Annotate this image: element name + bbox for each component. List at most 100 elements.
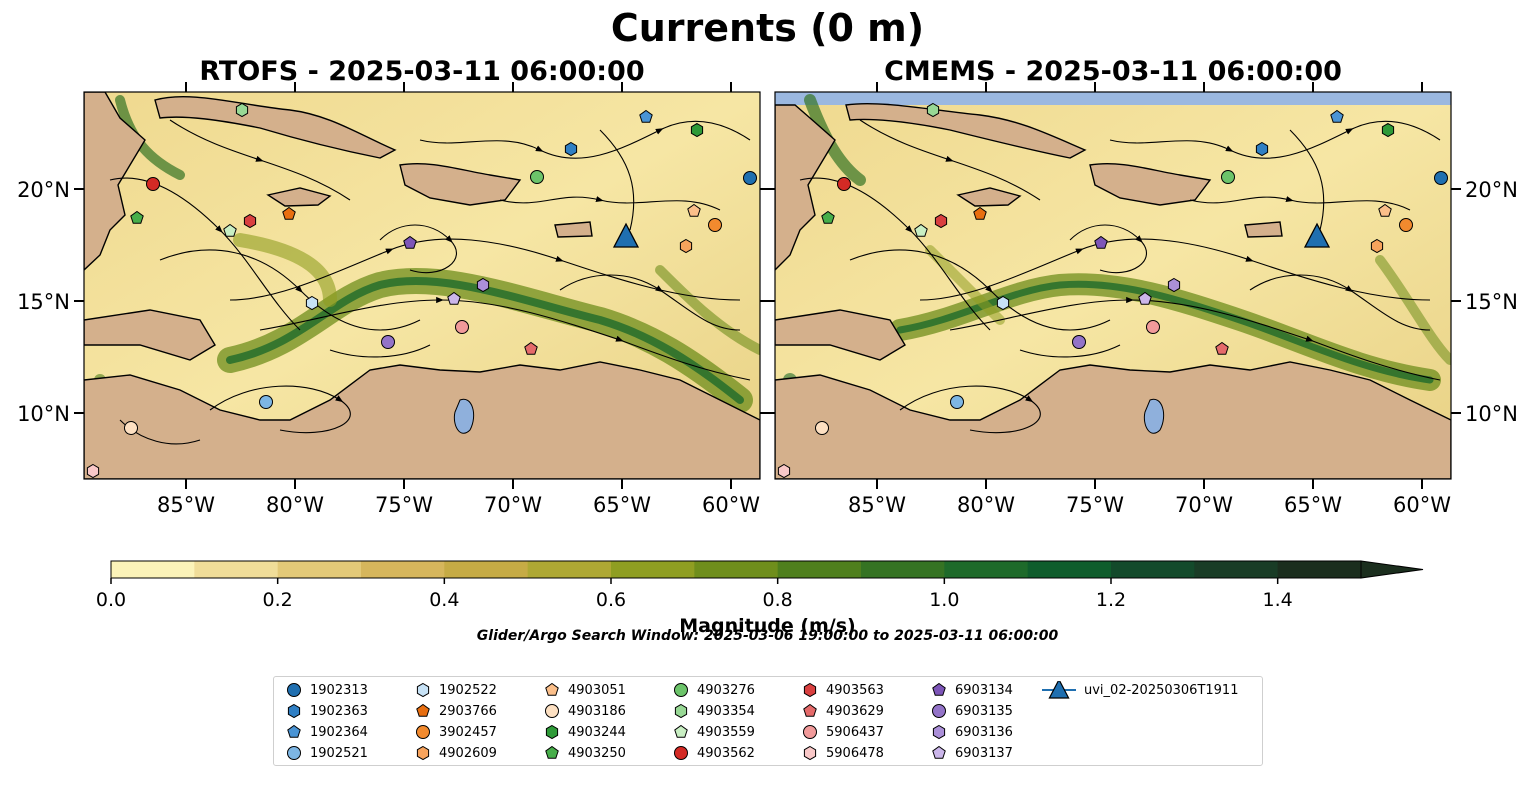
legend-item-5906478: 5906478 <box>802 744 884 762</box>
lon-tick-label: 80°W <box>266 493 324 517</box>
colorbar-segment <box>1277 561 1362 578</box>
float-marker-5906478 <box>777 463 791 479</box>
legend-item-4903051: 4903051 <box>544 681 626 699</box>
legend-label: 1902521 <box>310 745 368 761</box>
float-marker-4903354 <box>235 102 249 118</box>
legend-item-6903137: 6903137 <box>931 744 1013 762</box>
pentagon-marker-icon <box>932 745 946 759</box>
colorbar-segment <box>944 561 1029 578</box>
legend-label: 6903134 <box>955 682 1013 698</box>
legend-item-4903244: 4903244 <box>544 723 626 741</box>
float-marker-uvi_02-20250306T1911 <box>1303 222 1331 248</box>
legend-label: 4903244 <box>568 724 626 740</box>
float-marker-3902457 <box>1399 218 1413 232</box>
float-marker-5906437 <box>1146 320 1160 334</box>
legend-item-4902609: 4902609 <box>415 744 497 762</box>
lon-tick-label: 60°W <box>702 493 760 517</box>
float-marker-1902364 <box>1330 109 1344 123</box>
legend-item-4903186: 4903186 <box>544 702 626 720</box>
pentagon-marker-icon <box>416 703 430 717</box>
legend: 1902313 1902363 1902364 1902521 1902522 29037… <box>273 676 1263 766</box>
search-window-text: Glider/Argo Search Window: 2025-03-06 19… <box>476 628 1059 644</box>
legend-label: 1902363 <box>310 703 368 719</box>
colorbar-tick-label: 0.4 <box>429 589 459 611</box>
pentagon-marker-icon <box>545 682 559 696</box>
colorbar-segment <box>194 561 279 578</box>
map-rtofs <box>84 92 760 479</box>
streamlines <box>799 119 1441 434</box>
float-marker-1902313 <box>1434 171 1448 185</box>
float-marker-4903186 <box>815 421 829 435</box>
colorbar: 0.0 0.2 0.4 0.6 0.8 1.0 1.2 1.4 <box>96 560 1424 611</box>
float-marker-4903051 <box>687 203 701 217</box>
legend-item-6903136: 6903136 <box>931 723 1013 741</box>
lon-tick-label: 85°W <box>848 493 906 517</box>
circle-marker-icon <box>287 746 301 760</box>
pentagon-marker-icon <box>932 682 946 696</box>
float-marker-4903276 <box>1221 170 1235 184</box>
float-marker-4903276 <box>530 170 544 184</box>
float-marker-5906478 <box>86 463 100 479</box>
lat-tick-label: 15°N <box>17 290 70 314</box>
float-marker-6903135 <box>381 335 395 349</box>
legend-item-4903629: 4903629 <box>802 702 884 720</box>
colorbar-extend-arrow <box>1360 560 1424 579</box>
float-marker-4903354 <box>926 102 940 118</box>
lake-maracaibo <box>453 398 475 434</box>
circle-marker-icon <box>287 683 301 697</box>
glider-track-icon <box>1042 681 1076 699</box>
float-marker-6903134 <box>403 235 417 249</box>
legend-item-6903134: 6903134 <box>931 681 1013 699</box>
circle-marker-icon <box>803 725 817 739</box>
legend-item-5906437: 5906437 <box>802 723 884 741</box>
legend-label: 2903766 <box>439 703 497 719</box>
float-marker-4903629 <box>524 341 538 355</box>
legend-label: 4903559 <box>697 724 755 740</box>
colorbar-segment <box>861 561 945 578</box>
panel-title-cmems: CMEMS - 2025-03-11 06:00:00 <box>884 56 1342 87</box>
land <box>84 92 760 479</box>
hexagon-marker-icon <box>287 703 301 719</box>
legend-item-6903135: 6903135 <box>931 702 1013 720</box>
lat-tick-label: 10°N <box>1465 402 1518 426</box>
float-marker-4903563 <box>934 213 948 229</box>
lon-tick-label: 70°W <box>1175 493 1233 517</box>
legend-item-4903250: 4903250 <box>544 744 626 762</box>
lat-tick-label: 15°N <box>1465 290 1518 314</box>
float-marker-6903135 <box>1072 335 1086 349</box>
legend-label: 4903186 <box>568 703 626 719</box>
legend-item-1902313: 1902313 <box>286 681 368 699</box>
circle-marker-icon <box>416 725 430 739</box>
legend-label: 4903276 <box>697 682 755 698</box>
float-marker-6903136 <box>476 277 490 293</box>
colorbar-tick-label: 1.4 <box>1263 589 1293 611</box>
float-marker-4902609 <box>679 238 693 254</box>
circle-marker-icon <box>674 746 688 760</box>
float-marker-4903244 <box>1381 122 1395 138</box>
float-marker-1902522 <box>996 295 1010 311</box>
lon-tick-label: 75°W <box>1066 493 1124 517</box>
no-data-band <box>775 92 1451 105</box>
float-marker-6903136 <box>1167 277 1181 293</box>
pentagon-marker-icon <box>674 724 688 738</box>
hexagon-marker-icon <box>416 682 430 698</box>
lon-tick-label: 75°W <box>375 493 433 517</box>
legend-label: 4903629 <box>826 703 884 719</box>
legend-item-1902363: 1902363 <box>286 702 368 720</box>
map-cmems <box>775 92 1451 479</box>
map-panels: 85°W 80°W 75°W 70°W 65°W 60°W 20°N 15°N 10°N 85°W… <box>17 82 1518 517</box>
colorbar-tick-label: 1.2 <box>1096 589 1126 611</box>
lake-maracaibo <box>1143 398 1165 434</box>
legend-label: 3902457 <box>439 724 497 740</box>
legend-label: 6903135 <box>955 703 1013 719</box>
lat-tick-label: 20°N <box>1465 178 1518 202</box>
colorbar-segment <box>694 561 779 578</box>
float-marker-1902363 <box>1255 141 1269 157</box>
colorbar-segment <box>1194 561 1279 578</box>
lon-tick-label: 85°W <box>157 493 215 517</box>
colorbar-tick-label: 0.0 <box>96 589 126 611</box>
legend-label: uvi_02-20250306T1911 <box>1084 682 1239 698</box>
hexagon-marker-icon <box>545 724 559 740</box>
float-marker-2903766 <box>282 206 296 220</box>
float-marker-1902521 <box>950 395 964 409</box>
